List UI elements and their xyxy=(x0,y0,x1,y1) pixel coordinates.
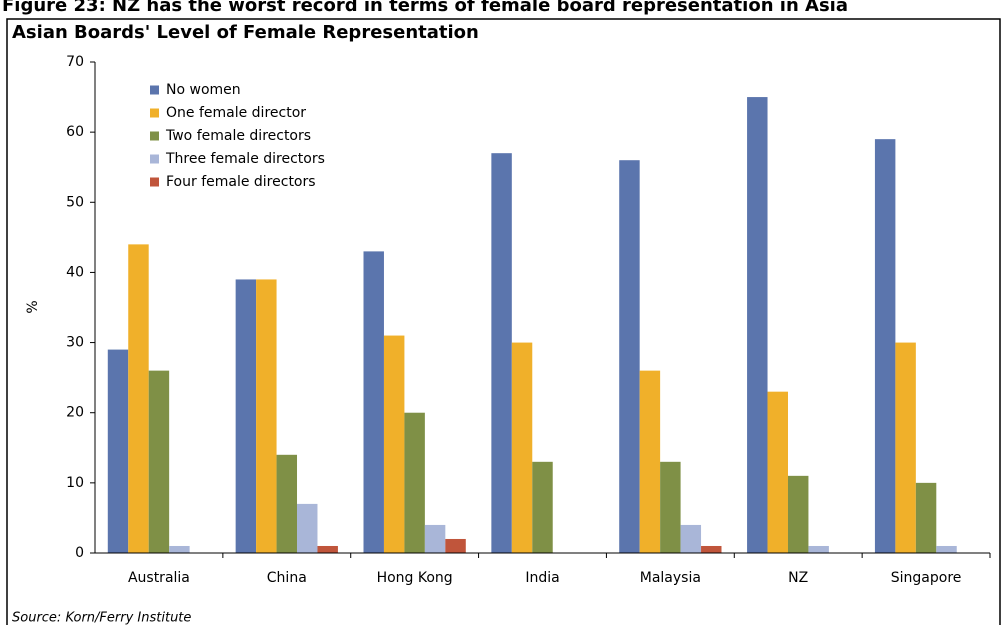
y-tick-label: 10 xyxy=(66,475,84,491)
bar xyxy=(317,545,338,553)
bar xyxy=(445,538,466,553)
bar xyxy=(169,545,190,553)
bar xyxy=(895,342,916,553)
legend-label: Three female directors xyxy=(165,151,325,167)
bar xyxy=(383,335,405,553)
y-tick-label: 40 xyxy=(66,264,84,280)
legend-swatch xyxy=(150,108,159,118)
bar xyxy=(276,454,298,553)
bar xyxy=(404,412,425,553)
y-axis-label: % xyxy=(25,300,41,313)
bar xyxy=(915,482,937,553)
x-tick-label: China xyxy=(267,570,307,586)
legend-swatch xyxy=(150,177,159,187)
y-tick-label: 60 xyxy=(66,124,84,140)
bar xyxy=(128,244,149,553)
legend-swatch xyxy=(150,131,159,141)
bar xyxy=(491,153,512,553)
bar xyxy=(511,342,533,553)
y-tick-label: 30 xyxy=(66,335,84,351)
legend-label: No women xyxy=(166,82,241,98)
frame xyxy=(6,18,1001,625)
bar xyxy=(235,279,257,553)
x-tick-label: Malaysia xyxy=(640,570,701,586)
bar xyxy=(808,545,829,553)
source: Source: Korn/Ferry Institute xyxy=(12,611,191,625)
x-tick-label: Singapore xyxy=(891,570,962,586)
y-tick-label: 0 xyxy=(75,545,84,561)
legend-swatch xyxy=(150,154,159,164)
bar xyxy=(680,524,702,553)
y-tick-label: 70 xyxy=(66,54,84,70)
bar xyxy=(424,524,446,553)
x-tick-label: India xyxy=(525,570,559,586)
bar xyxy=(639,370,661,553)
bar xyxy=(148,370,170,553)
bar xyxy=(787,475,809,553)
legend-label: Two female directors xyxy=(165,128,311,144)
x-tick-label: Hong Kong xyxy=(377,570,453,586)
chart-title: Asian Boards' Level of Female Representa… xyxy=(12,22,479,43)
legend-label: Four female directors xyxy=(166,174,316,190)
bar xyxy=(701,545,722,553)
x-tick-label: NZ xyxy=(788,570,808,586)
y-tick-label: 20 xyxy=(66,405,84,421)
bar xyxy=(107,349,129,553)
bar xyxy=(936,545,957,553)
bar xyxy=(256,279,277,553)
figure-header: Figure 23: NZ has the worst record in te… xyxy=(2,0,848,16)
bar xyxy=(619,160,640,553)
bar xyxy=(363,251,384,553)
legend-label: One female director xyxy=(166,105,306,121)
bar xyxy=(660,461,681,553)
legend-swatch xyxy=(150,85,159,95)
y-tick-label: 50 xyxy=(66,194,84,210)
bar xyxy=(874,139,896,553)
bar xyxy=(532,461,553,553)
bar xyxy=(767,391,788,553)
x-tick-label: Australia xyxy=(128,570,190,586)
bar xyxy=(747,97,768,554)
bar xyxy=(297,503,318,553)
